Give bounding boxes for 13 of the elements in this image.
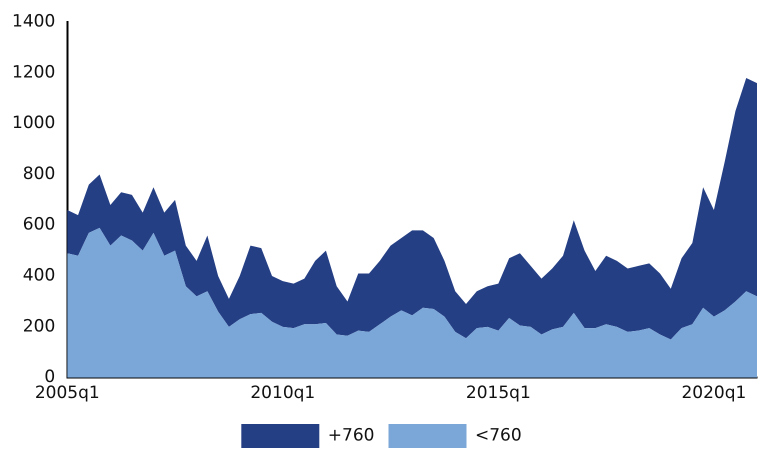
x-tick-label: 2010q1	[250, 383, 316, 404]
y-tick-label: 1000	[12, 113, 56, 134]
y-tick-label: 600	[22, 214, 56, 235]
x-tick-label: 2020q1	[681, 383, 746, 404]
x-tick-label: 2005q1	[34, 383, 100, 404]
y-tick-label: 1400	[12, 12, 56, 32]
x-tick-label: 2015q1	[466, 383, 531, 404]
y-tick-label: 800	[22, 164, 56, 184]
legend-label: +760	[328, 425, 375, 446]
legend-label: <760	[475, 425, 522, 446]
y-tick-label: 200	[22, 316, 56, 336]
y-tick-label: 1200	[12, 62, 56, 82]
y-tick-label: 400	[22, 265, 56, 286]
